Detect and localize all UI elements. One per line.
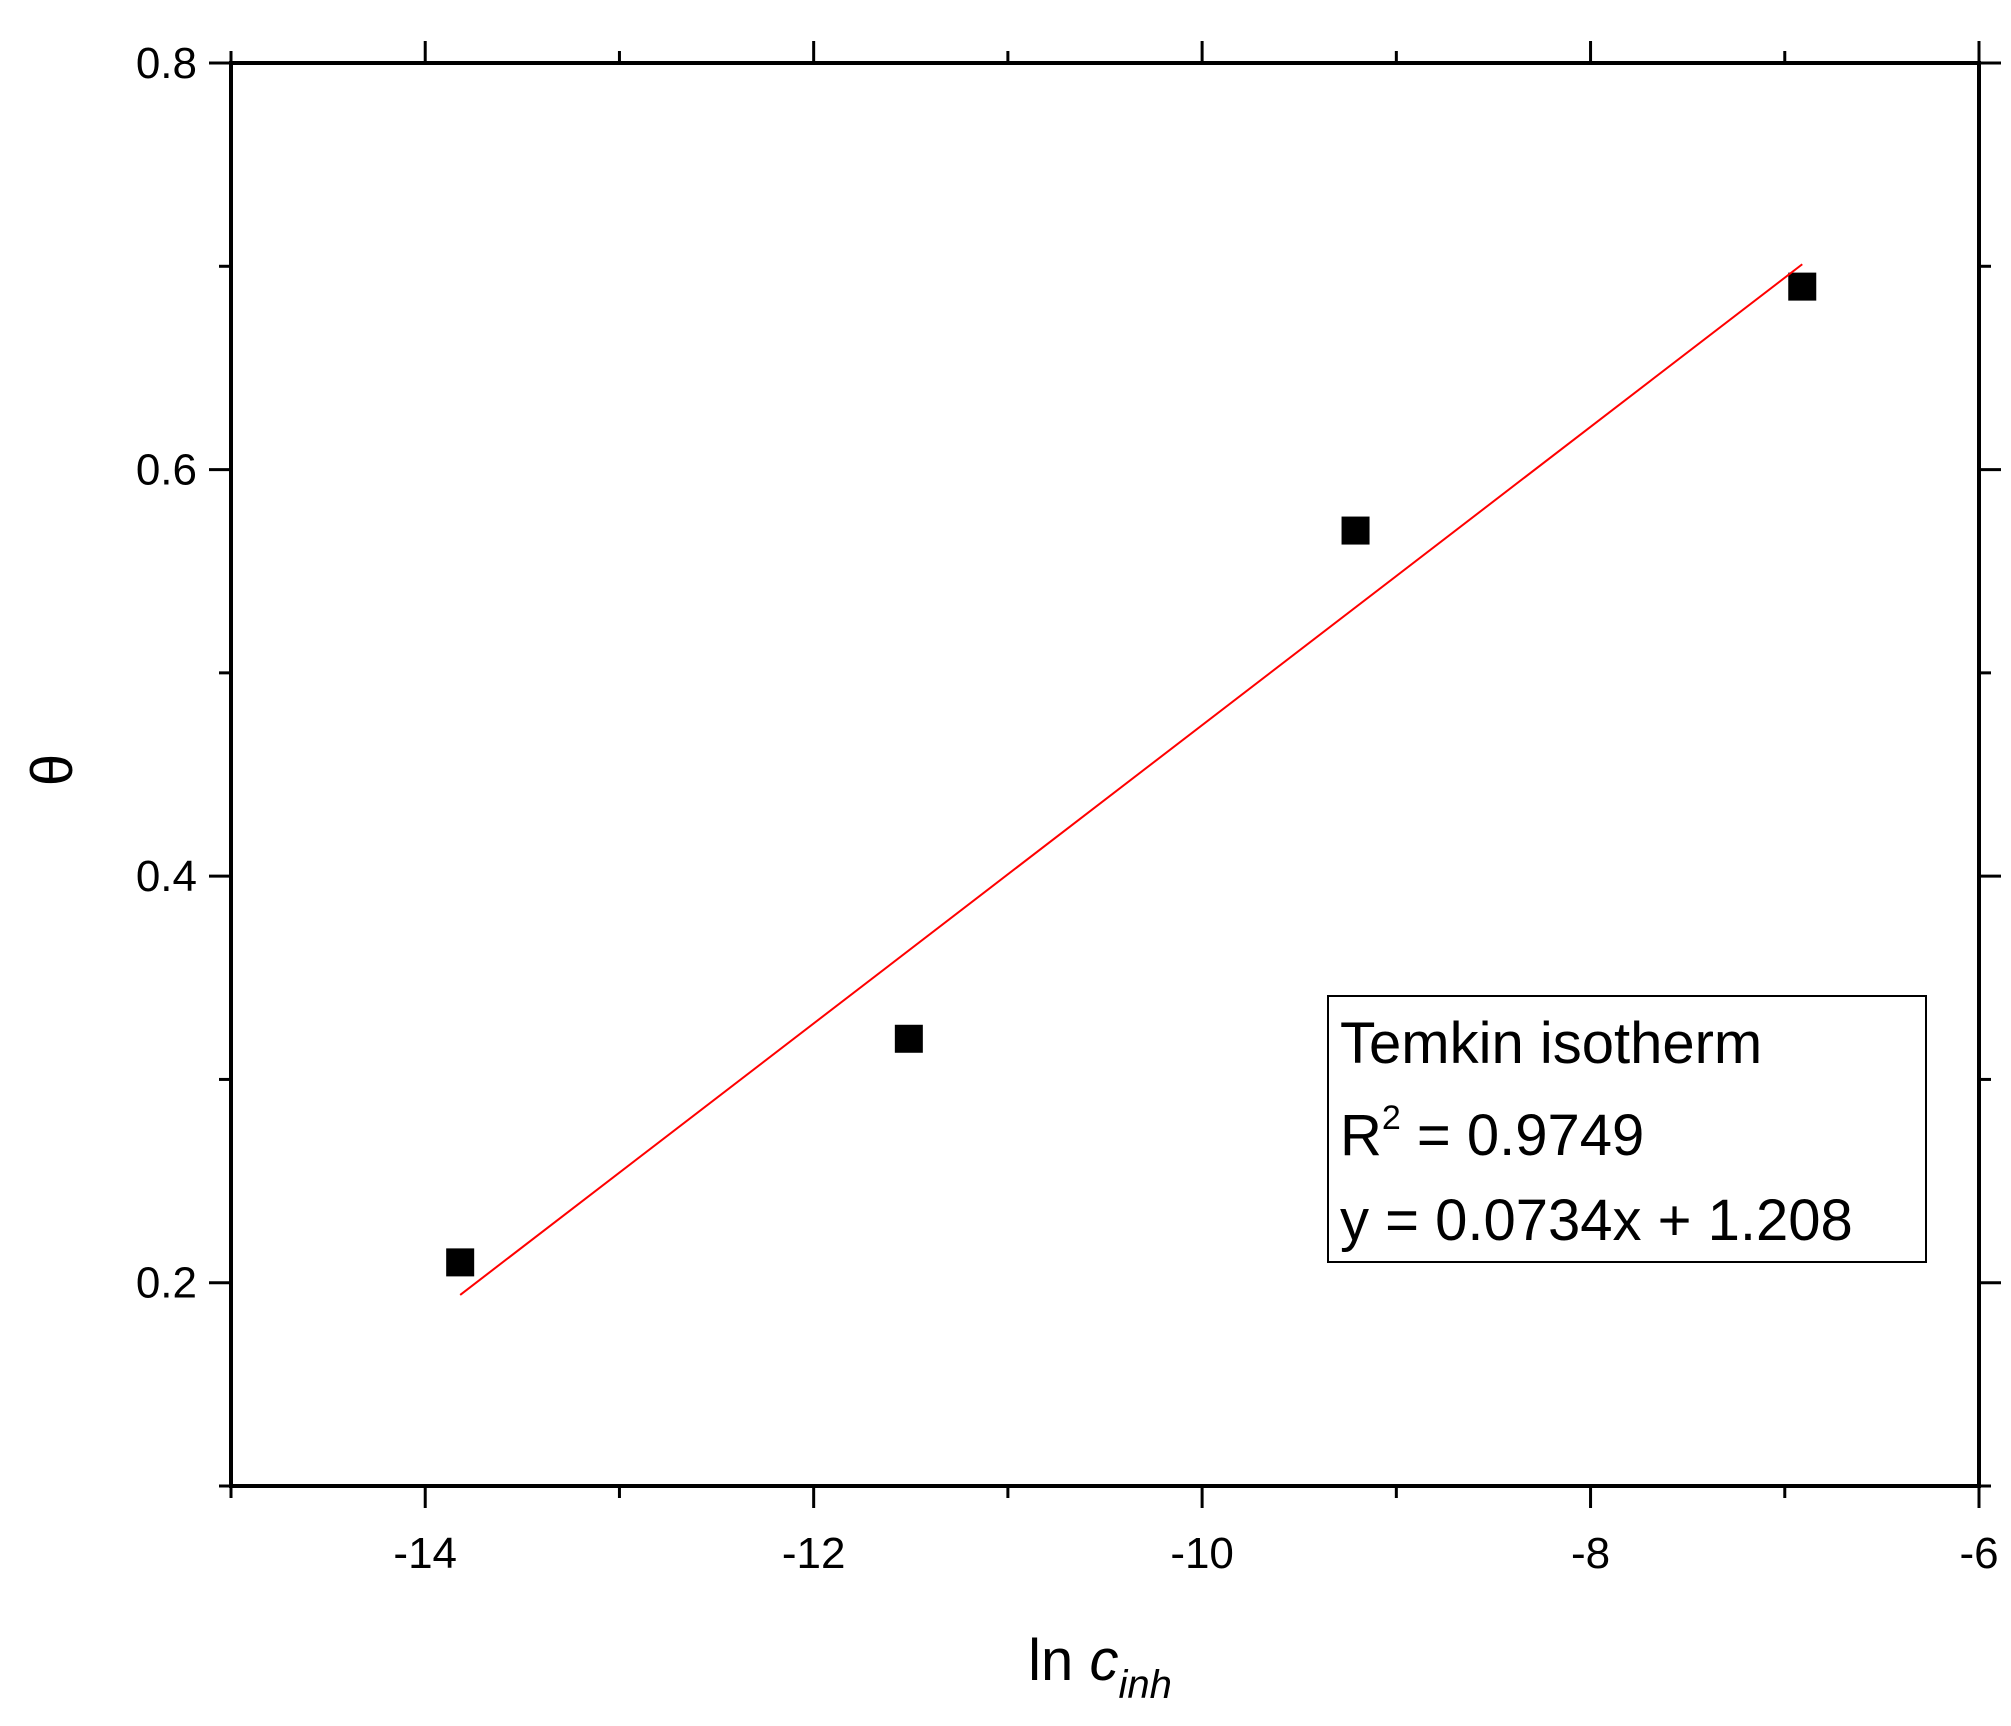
legend-r-squared-prefix: R [1340,1103,1382,1168]
y-axis-title: θ [20,754,85,786]
legend-r-squared-value: = 0.9749 [1401,1103,1645,1168]
legend-equation: y = 0.0734x + 1.208 [1340,1188,1853,1253]
x-tick-label: -14 [393,1529,457,1578]
y-tick-label: 0.2 [136,1259,197,1308]
axes-layer: -14 -12 -10 -8 -6 0.2 0.4 0.6 0.8 [136,39,2001,1578]
y-tick-label: 0.8 [136,39,197,88]
x-axis-title-main: ln [1028,1628,1089,1693]
fit-line [459,263,1803,1296]
x-axis-title: ln cinh [1028,1628,1172,1707]
data-point [1788,272,1817,301]
x-axis-title-subscript: inh [1118,1663,1171,1707]
x-tick-label: -6 [1959,1529,1998,1578]
x-tick-label: -8 [1571,1529,1610,1578]
legend-r-squared-sup: 2 [1382,1099,1401,1137]
x-tick-label: -10 [1170,1529,1234,1578]
y-tick-label: 0.4 [136,852,197,901]
legend-box: Temkin isotherm R2 = 0.9749 y = 0.0734x … [1327,995,1927,1263]
data-point [894,1024,923,1053]
data-point [1341,516,1370,545]
plot-frame [229,61,1981,1488]
legend-frame [1327,995,1927,1263]
legend-r-squared: R2 = 0.9749 [1340,1099,1644,1168]
y-tick-label: 0.6 [136,446,197,495]
x-tick-label: -12 [782,1529,846,1578]
legend-title: Temkin isotherm [1340,1011,1762,1076]
data-point [446,1248,475,1277]
x-axis-title-italic: c [1089,1628,1118,1693]
series-layer [446,263,1817,1296]
